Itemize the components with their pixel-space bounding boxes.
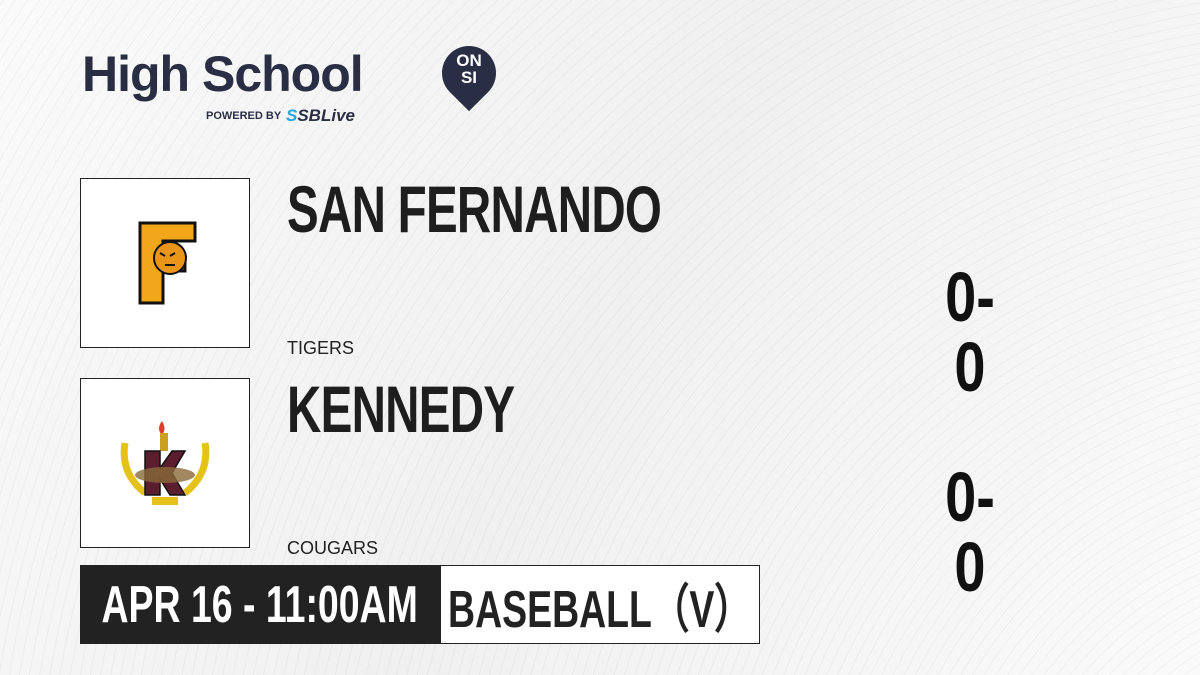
powered-by-label: POWERED BY [206,110,282,122]
brand-title: High School [82,46,364,102]
sport-box: BASEBALL（V） [440,565,760,644]
game-datetime: APR 16 - 11:00AM [101,575,419,634]
cougar-logo-icon [120,421,210,505]
team-mascot: COUGARS [287,538,379,558]
on-si-badge: ON SI [442,52,496,86]
team-score: 0-0 [945,458,995,606]
team-mascot: TIGERS [287,338,355,358]
game-sport: BASEBALL（V） [448,581,752,639]
badge-top: ON [456,51,482,70]
game-datetime-box: APR 16 - 11:00AM [80,565,440,644]
sblive-mark: S [286,106,298,125]
badge-bottom: SI [460,68,478,87]
team-score: 0-0 [945,258,995,406]
team-logo-kennedy [80,378,250,548]
tiger-logo-icon [138,221,197,305]
sblive-logo: SSBLive [286,106,355,125]
team-name: KENNEDY [287,372,515,446]
team-logo-san-fernando [80,178,250,348]
team-name: SAN FERNANDO [287,172,662,246]
